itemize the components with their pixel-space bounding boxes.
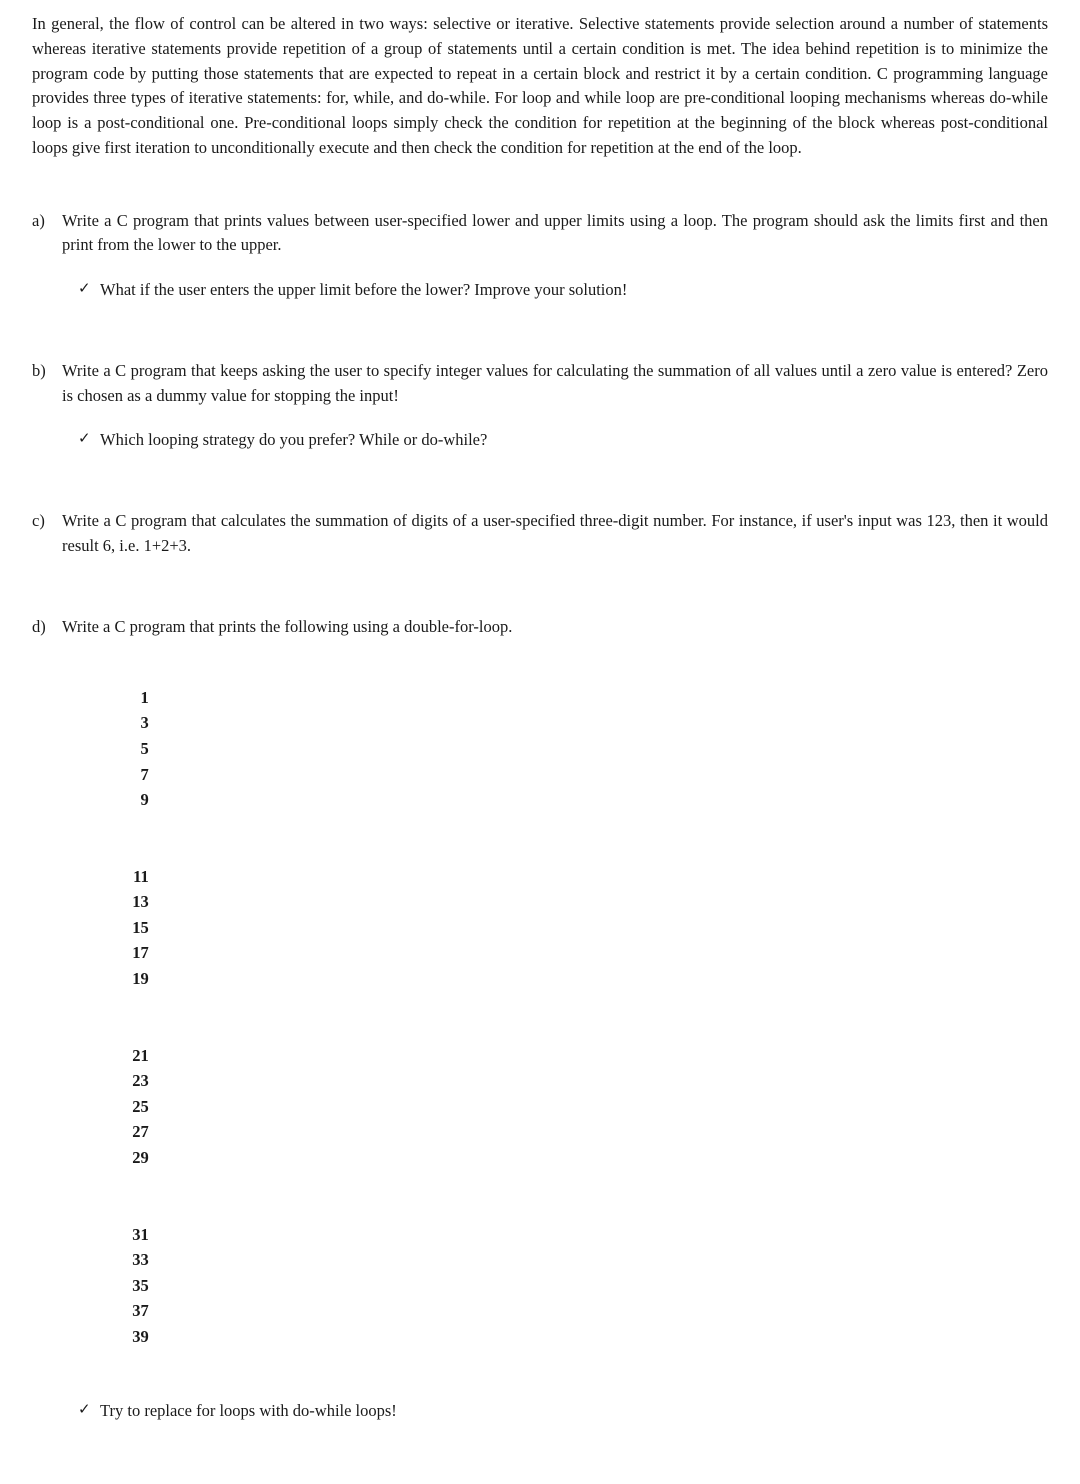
grid-cell: 11: [115, 864, 149, 890]
question-a-sub: ✓ What if the user enters the upper limi…: [62, 278, 1048, 303]
grid-cell: 3: [115, 710, 149, 736]
check-icon: ✓: [78, 1399, 100, 1422]
grid-cell: 1: [115, 685, 149, 711]
question-text-a: Write a C program that prints values bet…: [62, 209, 1048, 259]
question-label-c: c): [32, 509, 62, 534]
number-grid: 1 3 5 7 9 11 13 15 17 19 21 23 25 27 29 …: [90, 659, 1048, 1375]
intro-paragraph: In general, the flow of control can be a…: [32, 12, 1048, 161]
grid-cell: 7: [115, 762, 149, 788]
question-text-c: Write a C program that calculates the su…: [62, 509, 1048, 559]
question-text-b: Write a C program that keeps asking the …: [62, 359, 1048, 409]
grid-row-0: 1 3 5 7 9: [90, 659, 1048, 838]
question-label-d: d): [32, 615, 62, 640]
grid-cell: 9: [115, 787, 149, 813]
question-d: d) Write a C program that prints the fol…: [32, 615, 1048, 1424]
grid-cell: 13: [115, 889, 149, 915]
question-b-sub-text: Which looping strategy do you prefer? Wh…: [100, 428, 1048, 453]
question-label-a: a): [32, 209, 62, 234]
question-d-sub: ✓ Try to replace for loops with do-while…: [62, 1399, 1048, 1424]
question-b-sub: ✓ Which looping strategy do you prefer? …: [62, 428, 1048, 453]
grid-cell: 25: [115, 1094, 149, 1120]
grid-cell: 39: [115, 1324, 149, 1350]
question-text-d: Write a C program that prints the follow…: [62, 615, 1048, 640]
grid-row-3: 31 33 35 37 39: [90, 1196, 1048, 1375]
grid-cell: 29: [115, 1145, 149, 1171]
grid-cell: 15: [115, 915, 149, 941]
grid-row-2: 21 23 25 27 29: [90, 1017, 1048, 1196]
grid-cell: 37: [115, 1298, 149, 1324]
grid-cell: 27: [115, 1119, 149, 1145]
check-icon: ✓: [78, 428, 100, 451]
check-icon: ✓: [78, 278, 100, 301]
question-c: c) Write a C program that calculates the…: [32, 509, 1048, 559]
grid-cell: 33: [115, 1247, 149, 1273]
grid-cell: 35: [115, 1273, 149, 1299]
question-a-sub-text: What if the user enters the upper limit …: [100, 278, 1048, 303]
grid-row-1: 11 13 15 17 19: [90, 838, 1048, 1017]
grid-cell: 23: [115, 1068, 149, 1094]
question-d-sub-text: Try to replace for loops with do-while l…: [100, 1399, 1048, 1424]
grid-cell: 21: [115, 1043, 149, 1069]
question-a: a) Write a C program that prints values …: [32, 209, 1048, 303]
question-b: b) Write a C program that keeps asking t…: [32, 359, 1048, 453]
grid-cell: 19: [115, 966, 149, 992]
question-label-b: b): [32, 359, 62, 384]
grid-cell: 31: [115, 1222, 149, 1248]
grid-cell: 17: [115, 940, 149, 966]
grid-cell: 5: [115, 736, 149, 762]
